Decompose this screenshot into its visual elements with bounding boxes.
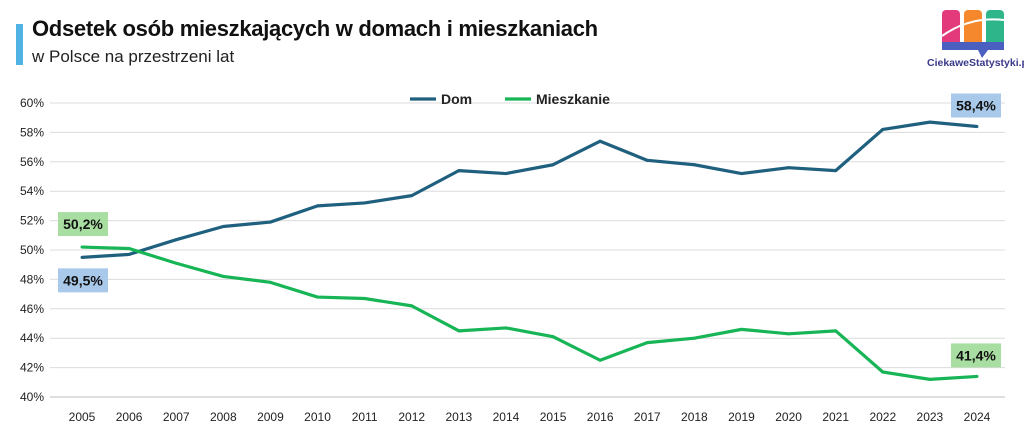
data-label: 49,5% <box>63 272 103 288</box>
x-tick-label: 2023 <box>917 410 944 424</box>
data-point-dom <box>457 169 461 173</box>
data-point-dom <box>787 166 791 170</box>
x-tick-label: 2014 <box>493 410 520 424</box>
x-tick-label: 2019 <box>728 410 755 424</box>
x-tick-label: 2020 <box>775 410 802 424</box>
x-tick-label: 2013 <box>445 410 472 424</box>
data-point-mieszkanie <box>221 274 225 278</box>
y-tick-label: 58% <box>20 125 44 139</box>
data-point-mieszkanie <box>316 295 320 299</box>
data-point-dom <box>645 158 649 162</box>
x-tick-label: 2024 <box>964 410 991 424</box>
x-tick-label: 2009 <box>257 410 284 424</box>
data-point-dom <box>928 120 932 124</box>
y-tick-label: 42% <box>20 361 44 375</box>
data-point-dom <box>221 224 225 228</box>
data-point-mieszkanie <box>834 329 838 333</box>
x-tick-label: 2015 <box>540 410 567 424</box>
y-tick-label: 54% <box>20 184 44 198</box>
data-point-mieszkanie <box>504 326 508 330</box>
data-label: 58,4% <box>956 98 996 114</box>
data-point-mieszkanie <box>598 358 602 362</box>
x-tick-label: 2018 <box>681 410 708 424</box>
data-label-box <box>951 93 1001 118</box>
data-point-dom <box>881 127 885 131</box>
y-tick-label: 46% <box>20 302 44 316</box>
data-point-mieszkanie <box>739 327 743 331</box>
data-label: 50,2% <box>63 216 103 232</box>
legend-label: Mieszkanie <box>536 91 610 107</box>
x-tick-label: 2007 <box>163 410 190 424</box>
data-point-dom <box>739 172 743 176</box>
data-point-mieszkanie <box>80 245 84 249</box>
data-point-mieszkanie <box>645 341 649 345</box>
x-tick-label: 2021 <box>822 410 849 424</box>
y-tick-label: 40% <box>20 390 44 404</box>
data-label: 41,4% <box>956 347 996 363</box>
legend-label: Dom <box>441 91 472 107</box>
chart-subtitle: w Polsce na przestrzeni lat <box>32 47 235 66</box>
data-point-dom <box>834 169 838 173</box>
x-tick-label: 2012 <box>398 410 425 424</box>
title-accent-bar <box>16 24 23 65</box>
data-point-mieszkanie <box>975 374 979 378</box>
x-tick-label: 2011 <box>352 410 378 424</box>
data-point-dom <box>410 194 414 198</box>
y-tick-label: 52% <box>20 214 44 228</box>
data-point-dom <box>692 163 696 167</box>
x-tick-label: 2008 <box>210 410 237 424</box>
data-label-box <box>58 212 108 237</box>
data-point-dom <box>975 125 979 129</box>
data-label-box <box>58 268 108 293</box>
data-point-mieszkanie <box>457 329 461 333</box>
data-point-dom <box>504 172 508 176</box>
series-line-dom <box>81 120 978 259</box>
data-point-mieszkanie <box>174 261 178 265</box>
x-tick-label: 2010 <box>304 410 331 424</box>
data-point-mieszkanie <box>692 336 696 340</box>
logo-icon <box>941 10 1005 58</box>
data-point-dom <box>316 204 320 208</box>
data-point-dom <box>268 220 272 224</box>
y-tick-label: 48% <box>20 272 44 286</box>
y-tick-label: 44% <box>20 331 44 345</box>
data-point-dom <box>80 255 84 259</box>
y-tick-label: 60% <box>20 96 44 110</box>
data-point-dom <box>598 139 602 143</box>
data-label-box <box>951 343 1001 368</box>
data-point-dom <box>363 201 367 205</box>
data-point-mieszkanie <box>928 377 932 381</box>
logo-text: CiekaweStatystyki.pl <box>927 57 1024 69</box>
data-point-mieszkanie <box>551 335 555 339</box>
x-tick-label: 2022 <box>869 410 896 424</box>
data-point-mieszkanie <box>268 280 272 284</box>
data-point-dom <box>127 252 131 256</box>
data-point-dom <box>551 163 555 167</box>
data-point-mieszkanie <box>410 304 414 308</box>
x-tick-label: 2017 <box>634 410 661 424</box>
y-tick-label: 50% <box>20 243 44 257</box>
x-tick-label: 2006 <box>116 410 143 424</box>
chart-title: Odsetek osób mieszkających w domach i mi… <box>32 16 598 41</box>
data-point-mieszkanie <box>127 247 131 251</box>
data-point-mieszkanie <box>881 370 885 374</box>
data-point-dom <box>174 238 178 242</box>
x-tick-label: 2005 <box>69 410 96 424</box>
series-line-mieszkanie <box>81 245 978 381</box>
y-tick-label: 56% <box>20 155 44 169</box>
x-tick-label: 2016 <box>587 410 614 424</box>
data-point-mieszkanie <box>787 332 791 336</box>
data-point-mieszkanie <box>363 297 367 301</box>
